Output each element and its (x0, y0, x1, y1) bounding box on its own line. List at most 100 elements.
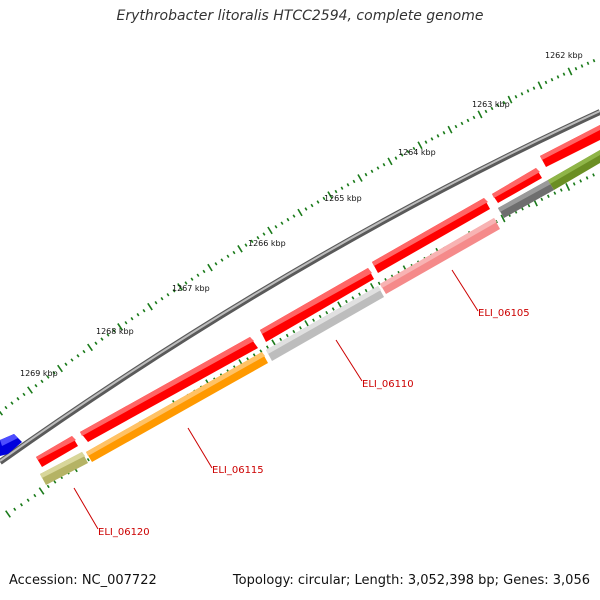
major-tick (207, 263, 213, 272)
minor-tick (10, 401, 14, 405)
minor-tick (4, 405, 8, 410)
label-ELI_06105: ELI_06105 (478, 308, 530, 319)
minor-tick (340, 186, 344, 190)
minor-tick (94, 341, 98, 345)
minor-tick (370, 169, 374, 173)
minor-tick (22, 392, 26, 397)
major-tick (387, 157, 393, 166)
tick-label: 1268 kbp (96, 327, 134, 336)
minor-tick (460, 121, 464, 126)
tick-label: 1264 kbp (398, 148, 436, 157)
minor-tick (364, 172, 368, 177)
major-tick (0, 410, 4, 416)
major-tick (567, 67, 573, 76)
minor-tick (292, 214, 296, 218)
minor-tick (514, 95, 518, 99)
minor-tick (376, 166, 380, 170)
minor-tick (430, 137, 434, 141)
minor-tick (220, 258, 224, 262)
minor-tick (436, 134, 440, 138)
map-title: Erythrobacter litoralis HTCC2594, comple… (116, 8, 484, 24)
accession-text: Accession: NC_007722 (9, 573, 157, 588)
minor-tick (553, 191, 557, 195)
minor-tick (579, 179, 583, 183)
minor-tick (252, 353, 256, 357)
minor-tick (244, 243, 248, 247)
minor-tick (472, 115, 476, 120)
scale-tick-labels: 1262 kbp 1263 kbp 1264 kbp 1265 kbp 1266 kbp… (20, 51, 583, 378)
minor-tick (172, 289, 176, 293)
minor-tick (142, 308, 146, 313)
minor-tick (184, 281, 188, 285)
minor-tick (256, 235, 260, 240)
minor-tick (540, 197, 544, 202)
minor-tick (259, 349, 263, 353)
genome-backbone-highlight (0, 110, 600, 462)
minor-tick (299, 326, 302, 330)
minor-tick (406, 150, 410, 154)
minor-tick (592, 58, 596, 63)
minor-tick (520, 92, 524, 96)
minor-tick (346, 183, 350, 187)
cds-track-red (36, 125, 600, 467)
minor-tick (400, 153, 404, 157)
minor-tick (86, 457, 90, 462)
minor-tick (64, 362, 68, 366)
minor-tick (586, 61, 590, 66)
tick-label: 1269 kbp (20, 369, 58, 378)
minor-tick (544, 80, 548, 85)
minor-tick (304, 207, 308, 211)
minor-tick (13, 507, 17, 512)
leader-ELI_06105 (451, 269, 479, 312)
major-tick (357, 174, 363, 182)
minor-tick (82, 349, 86, 354)
major-tick (537, 81, 543, 90)
minor-tick (585, 176, 589, 180)
minor-tick (316, 200, 320, 204)
minor-tick (274, 225, 278, 229)
major-tick (297, 208, 303, 217)
minor-tick (53, 480, 57, 484)
minor-tick (334, 189, 338, 194)
major-tick (500, 214, 506, 223)
major-tick (5, 510, 11, 518)
minor-tick (574, 66, 578, 71)
genome-backbone (0, 109, 600, 465)
tick-label: 1262 kbp (545, 51, 583, 60)
leader-ELI_06120 (73, 487, 99, 530)
minor-tick (351, 296, 355, 300)
minor-tick (190, 277, 194, 281)
minor-tick (358, 292, 361, 296)
minor-tick (394, 156, 398, 160)
minor-tick (52, 371, 56, 375)
minor-tick (266, 345, 269, 349)
minor-tick (130, 316, 134, 321)
major-tick (147, 302, 153, 311)
label-ELI_06120: ELI_06120 (98, 527, 150, 538)
major-tick (327, 191, 333, 199)
tick-label: 1266 kbp (248, 239, 286, 248)
minor-tick (502, 100, 506, 105)
major-tick (447, 125, 453, 134)
major-tick (417, 141, 423, 150)
minor-tick (26, 498, 30, 502)
minor-tick (280, 221, 284, 225)
minor-tick (112, 329, 116, 333)
gene-labels: ELI_06105 ELI_06110 ELI_06115 ELI_06120 (73, 269, 530, 538)
minor-tick (76, 354, 80, 358)
major-tick (87, 343, 93, 352)
minor-tick (546, 194, 550, 198)
minor-tick (136, 312, 140, 317)
gene-track (40, 150, 600, 485)
minor-tick (526, 89, 530, 93)
major-tick (507, 95, 513, 104)
minor-tick (286, 217, 290, 222)
minor-tick (364, 288, 368, 293)
minor-tick (312, 318, 315, 322)
minor-tick (484, 109, 488, 114)
minor-tick (490, 106, 494, 111)
major-tick (267, 226, 273, 235)
minor-tick (166, 293, 170, 297)
